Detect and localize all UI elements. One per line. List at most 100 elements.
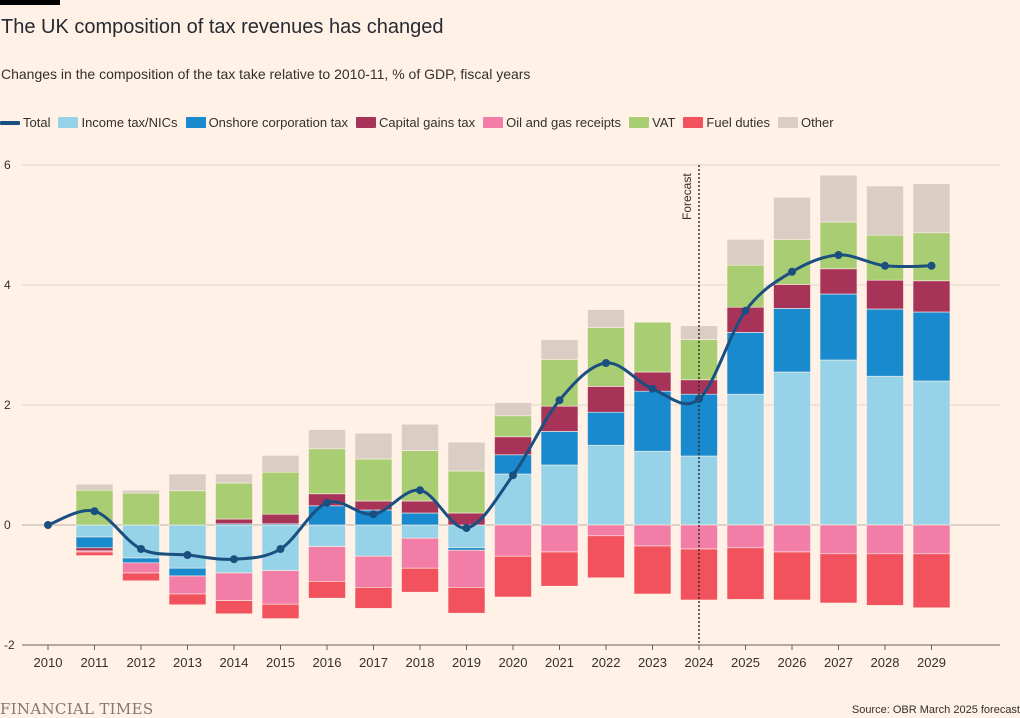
brand-bar — [0, 0, 60, 5]
bar-onshore-corporation-tax-2029 — [912, 311, 951, 382]
legend-swatch — [683, 117, 704, 128]
x-tick-label: 2016 — [313, 655, 342, 670]
total-point-2026 — [788, 267, 796, 276]
total-point-2029 — [927, 261, 936, 270]
total-point-2018 — [416, 486, 424, 495]
bar-vat-2027 — [819, 221, 858, 270]
total-point-2025 — [741, 306, 750, 315]
legend-item-oil-and-gas-receipts: Oil and gas receipts — [483, 115, 621, 130]
bar-other-2021 — [540, 339, 579, 360]
bar-other-2014 — [215, 473, 253, 484]
bar-fuel-duties-2012 — [122, 572, 160, 582]
bar-fuel-duties-2029 — [912, 553, 951, 609]
legend-item-vat: VAT — [629, 115, 675, 130]
bar-onshore-corporation-tax-2013 — [168, 567, 207, 577]
bar-other-2011 — [75, 483, 114, 491]
bar-income-tax-nics-2016 — [308, 524, 346, 547]
y-tick-label: -2 — [4, 638, 15, 652]
total-point-2016 — [323, 498, 331, 507]
legend-swatch — [629, 117, 650, 128]
total-point-2028 — [881, 261, 889, 270]
bar-oil-and-gas-receipts-2015 — [261, 570, 300, 605]
bar-fuel-duties-2011 — [75, 551, 114, 556]
bar-onshore-corporation-tax-2023 — [633, 390, 672, 452]
total-point-2014 — [230, 555, 238, 564]
bar-income-tax-nics-2029 — [912, 380, 951, 526]
bar-capital-gains-tax-2028 — [866, 279, 904, 310]
x-tick-label: 2014 — [220, 655, 249, 670]
bar-oil-and-gas-receipts-2019 — [447, 549, 486, 588]
bar-capital-gains-tax-2018 — [401, 500, 439, 514]
x-tick-label: 2024 — [685, 655, 714, 670]
x-tick-label: 2023 — [638, 655, 667, 670]
legend-swatch — [0, 120, 20, 125]
total-point-2013 — [183, 551, 192, 559]
bar-fuel-duties-2028 — [866, 553, 904, 606]
bar-vat-2016 — [308, 448, 346, 495]
legend-label: VAT — [652, 115, 676, 130]
bar-vat-2026 — [773, 239, 811, 285]
bar-oil-and-gas-receipts-2023 — [633, 524, 672, 547]
bar-vat-2017 — [354, 458, 393, 502]
bar-onshore-corporation-tax-2027 — [819, 293, 858, 361]
bar-vat-2019 — [447, 470, 486, 514]
bar-income-tax-nics-2022 — [587, 444, 625, 526]
bar-income-tax-nics-2020 — [494, 473, 532, 526]
bar-capital-gains-tax-2022 — [587, 386, 625, 413]
y-tick-label: 6 — [4, 158, 11, 172]
forecast-label: Forecast — [680, 173, 694, 220]
bar-onshore-corporation-tax-2018 — [401, 512, 439, 526]
legend-swatch — [483, 117, 504, 128]
x-tick-label: 2021 — [545, 655, 574, 670]
x-tick-label: 2026 — [778, 655, 807, 670]
source-note: Source: OBR March 2025 forecast — [851, 704, 1020, 716]
x-tick-label: 2022 — [592, 655, 621, 670]
total-point-2019 — [462, 524, 471, 532]
legend-swatch — [778, 117, 799, 128]
bar-capital-gains-tax-2027 — [819, 268, 858, 295]
x-tick-label: 2028 — [871, 655, 900, 670]
bar-fuel-duties-2021 — [540, 551, 579, 587]
x-tick-label: 2019 — [452, 655, 481, 670]
bar-income-tax-nics-2018 — [401, 524, 439, 539]
bar-other-2019 — [447, 441, 486, 472]
bar-onshore-corporation-tax-2021 — [540, 431, 579, 466]
legend-swatch — [58, 117, 79, 128]
bar-onshore-corporation-tax-2012 — [122, 557, 160, 564]
legend-item-fuel-duties: Fuel duties — [683, 115, 770, 130]
total-point-2010 — [44, 521, 52, 529]
bar-income-tax-nics-2028 — [866, 375, 904, 526]
bar-onshore-corporation-tax-2019 — [447, 547, 486, 551]
bar-other-2012 — [122, 489, 160, 494]
bar-capital-gains-tax-2015 — [261, 513, 300, 525]
bar-capital-gains-tax-2011 — [75, 547, 114, 552]
bar-onshore-corporation-tax-2028 — [866, 308, 904, 377]
bar-other-2022 — [587, 309, 625, 328]
bar-fuel-duties-2019 — [447, 587, 486, 614]
bar-other-2018 — [401, 423, 439, 451]
total-point-2022 — [602, 359, 610, 367]
bar-fuel-duties-2015 — [261, 603, 300, 619]
legend-label: Onshore corporation tax — [208, 115, 349, 130]
legend-label: Other — [801, 115, 834, 130]
bar-other-2029 — [912, 183, 951, 234]
total-line — [47, 253, 932, 561]
bar-other-2025 — [726, 239, 765, 266]
x-tick-label: 2011 — [81, 655, 109, 670]
bar-vat-2025 — [726, 264, 765, 308]
bar-vat-2015 — [261, 471, 300, 515]
total-point-2024 — [695, 395, 703, 403]
total-point-2015 — [276, 545, 285, 553]
total-point-2021 — [555, 396, 564, 405]
bar-other-2026 — [773, 197, 811, 240]
bar-income-tax-nics-2025 — [726, 393, 765, 526]
bar-onshore-corporation-tax-2026 — [773, 308, 811, 373]
bar-income-tax-nics-2021 — [540, 464, 579, 526]
bar-income-tax-nics-2014 — [215, 524, 253, 574]
bar-capital-gains-tax-2014 — [215, 518, 253, 525]
bar-oil-and-gas-receipts-2021 — [540, 524, 579, 553]
total-point-2017 — [369, 510, 378, 519]
bar-fuel-duties-2023 — [633, 545, 672, 595]
bar-vat-2028 — [866, 234, 904, 281]
bar-onshore-corporation-tax-2016 — [308, 505, 346, 526]
